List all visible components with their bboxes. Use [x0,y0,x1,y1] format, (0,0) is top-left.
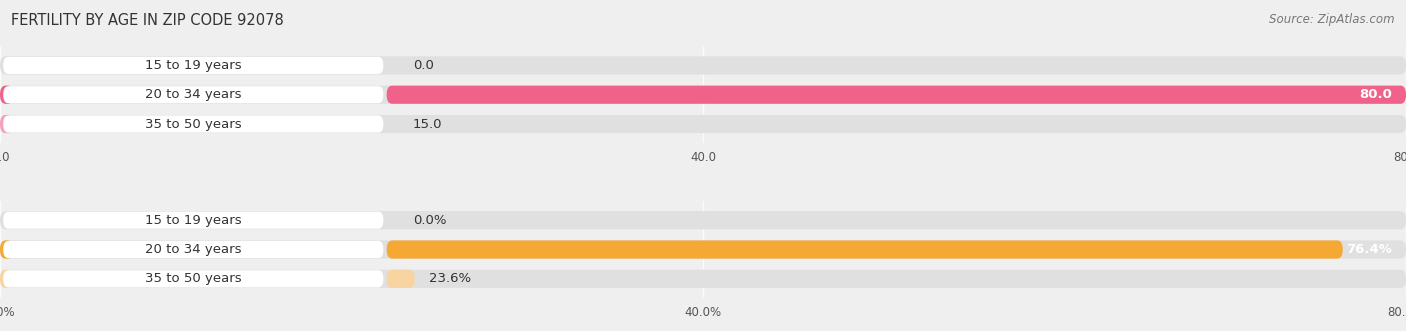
FancyBboxPatch shape [3,57,384,74]
FancyBboxPatch shape [0,240,13,259]
Text: 0.0%: 0.0% [413,214,447,227]
Text: 15 to 19 years: 15 to 19 years [145,59,242,72]
Text: 80.0: 80.0 [1360,88,1392,101]
FancyBboxPatch shape [0,115,1406,133]
FancyBboxPatch shape [0,270,1406,288]
FancyBboxPatch shape [3,212,384,229]
FancyBboxPatch shape [387,270,415,288]
Text: 15 to 19 years: 15 to 19 years [145,214,242,227]
Text: 76.4%: 76.4% [1346,243,1392,256]
FancyBboxPatch shape [0,240,1406,259]
Text: 20 to 34 years: 20 to 34 years [145,243,242,256]
FancyBboxPatch shape [0,270,13,288]
Text: Source: ZipAtlas.com: Source: ZipAtlas.com [1270,13,1395,26]
FancyBboxPatch shape [3,116,384,132]
Text: 20 to 34 years: 20 to 34 years [145,88,242,101]
FancyBboxPatch shape [3,241,384,258]
FancyBboxPatch shape [0,56,1406,74]
FancyBboxPatch shape [0,86,13,104]
FancyBboxPatch shape [0,86,1406,104]
FancyBboxPatch shape [3,86,384,103]
Text: FERTILITY BY AGE IN ZIP CODE 92078: FERTILITY BY AGE IN ZIP CODE 92078 [11,13,284,28]
Text: 23.6%: 23.6% [429,272,471,285]
FancyBboxPatch shape [3,270,384,287]
FancyBboxPatch shape [0,211,1406,229]
FancyBboxPatch shape [387,86,1406,104]
Text: 35 to 50 years: 35 to 50 years [145,118,242,130]
Text: 0.0: 0.0 [413,59,434,72]
FancyBboxPatch shape [0,115,13,133]
FancyBboxPatch shape [387,240,1343,259]
Text: 35 to 50 years: 35 to 50 years [145,272,242,285]
Text: 15.0: 15.0 [413,118,443,130]
